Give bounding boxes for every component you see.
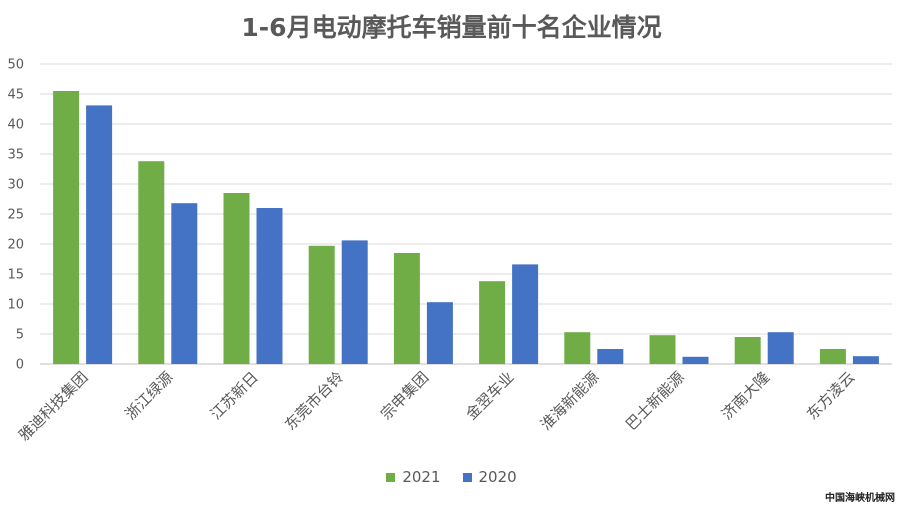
bar-2020-8 — [682, 356, 709, 364]
bar-2021-4 — [308, 245, 335, 364]
bar-2020-3 — [256, 208, 283, 364]
y-tick-label: 0 — [16, 358, 24, 373]
x-tick-label: 济南大隆 — [718, 368, 773, 423]
bar-2021-9 — [734, 337, 761, 364]
legend-item-2020: 2020 — [462, 468, 517, 486]
x-tick-label: 金翌车业 — [462, 368, 517, 423]
legend-item-2021: 2021 — [386, 468, 441, 486]
legend-label-2020: 2020 — [478, 468, 517, 486]
chart-title: 1-6月电动摩托车销量前十名企业情况 — [241, 13, 662, 42]
bar-2020-4 — [341, 240, 368, 364]
y-tick-label: 10 — [7, 298, 24, 313]
x-tick-label: 宗申集团 — [377, 368, 432, 423]
bar-2020-9 — [767, 332, 794, 364]
y-tick-label: 40 — [7, 118, 24, 133]
y-tick-label: 20 — [7, 238, 24, 253]
bar-2021-8 — [649, 335, 676, 364]
y-tick-label: 45 — [7, 88, 24, 103]
bar-2020-10 — [852, 356, 879, 364]
bar-2021-2 — [138, 161, 165, 364]
x-tick-label: 江苏新日 — [207, 368, 262, 423]
y-tick-label: 50 — [7, 58, 24, 73]
legend-swatch-2020 — [462, 472, 472, 482]
x-tick-label: 东方凌云 — [803, 368, 858, 423]
bar-2021-1 — [53, 91, 80, 364]
y-tick-label: 25 — [7, 208, 24, 223]
bar-2021-6 — [479, 281, 506, 364]
bar-2020-6 — [512, 264, 539, 364]
x-tick-label: 东莞市台铃 — [281, 368, 347, 434]
legend: 2021 2020 — [0, 468, 903, 486]
y-tick-label: 15 — [7, 268, 24, 283]
bar-2020-7 — [597, 349, 624, 364]
bar-2021-3 — [223, 193, 250, 364]
watermark: 中国海峡机械网 — [825, 493, 895, 504]
x-tick-label: 淮海新能源 — [537, 368, 603, 434]
bar-2021-10 — [819, 349, 846, 364]
x-tick-label: 巴士新能源 — [622, 368, 688, 434]
bar-2021-7 — [564, 332, 591, 364]
y-tick-label: 35 — [7, 148, 24, 163]
legend-label-2021: 2021 — [402, 468, 441, 486]
bar-2020-5 — [426, 302, 453, 364]
y-tick-label: 5 — [16, 328, 24, 343]
bar-2020-2 — [171, 203, 198, 364]
x-tick-label: 雅迪科技集团 — [15, 368, 91, 444]
bar-2021-5 — [393, 253, 420, 364]
x-tick-label: 浙江绿源 — [121, 368, 176, 423]
bar-2020-1 — [86, 105, 113, 365]
y-tick-label: 30 — [7, 178, 24, 193]
legend-swatch-2021 — [386, 472, 396, 482]
